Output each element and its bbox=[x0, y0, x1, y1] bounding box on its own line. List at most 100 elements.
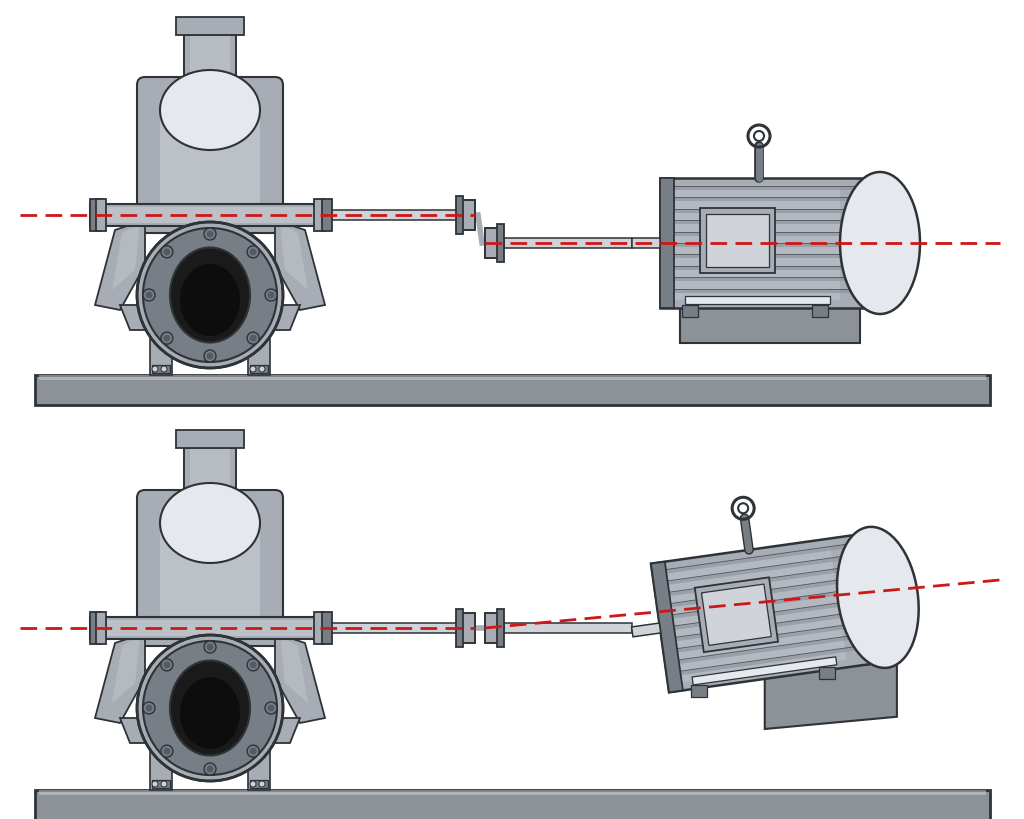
Circle shape bbox=[204, 350, 216, 362]
Polygon shape bbox=[184, 35, 236, 80]
Ellipse shape bbox=[178, 501, 218, 529]
Circle shape bbox=[164, 335, 170, 342]
Circle shape bbox=[143, 228, 278, 362]
Circle shape bbox=[145, 292, 153, 298]
Polygon shape bbox=[660, 546, 846, 683]
Ellipse shape bbox=[180, 677, 240, 749]
Polygon shape bbox=[275, 220, 325, 310]
Bar bbox=[90, 199, 100, 231]
Circle shape bbox=[145, 704, 153, 712]
Ellipse shape bbox=[160, 70, 260, 150]
Bar bbox=[250, 365, 268, 373]
Bar bbox=[250, 780, 268, 788]
Polygon shape bbox=[248, 330, 270, 375]
Circle shape bbox=[137, 635, 283, 781]
Polygon shape bbox=[90, 204, 330, 226]
Polygon shape bbox=[665, 220, 874, 224]
Polygon shape bbox=[112, 223, 140, 290]
Circle shape bbox=[161, 781, 167, 787]
Bar bbox=[90, 612, 100, 644]
Polygon shape bbox=[120, 718, 300, 743]
Circle shape bbox=[161, 658, 173, 671]
Polygon shape bbox=[120, 305, 300, 330]
Polygon shape bbox=[176, 17, 244, 35]
Polygon shape bbox=[651, 562, 683, 692]
FancyBboxPatch shape bbox=[137, 77, 283, 233]
Bar bbox=[152, 780, 170, 788]
Circle shape bbox=[152, 781, 158, 787]
Circle shape bbox=[247, 246, 259, 258]
Circle shape bbox=[247, 745, 259, 757]
Circle shape bbox=[259, 781, 265, 787]
Circle shape bbox=[207, 766, 213, 772]
Polygon shape bbox=[280, 636, 308, 703]
Ellipse shape bbox=[170, 660, 250, 755]
Bar bbox=[96, 612, 106, 644]
Polygon shape bbox=[95, 220, 145, 310]
Circle shape bbox=[204, 763, 216, 775]
Bar bbox=[456, 196, 463, 234]
Bar bbox=[460, 200, 475, 230]
Bar bbox=[682, 305, 698, 317]
Circle shape bbox=[161, 366, 167, 372]
Circle shape bbox=[267, 704, 274, 712]
Polygon shape bbox=[95, 633, 145, 723]
Circle shape bbox=[250, 781, 256, 787]
Circle shape bbox=[161, 333, 173, 344]
Polygon shape bbox=[94, 620, 326, 636]
Polygon shape bbox=[160, 97, 260, 220]
Polygon shape bbox=[190, 448, 230, 493]
Circle shape bbox=[247, 658, 259, 671]
Bar bbox=[39, 790, 986, 795]
Bar bbox=[485, 613, 500, 643]
Circle shape bbox=[250, 748, 257, 754]
Polygon shape bbox=[665, 209, 874, 213]
Circle shape bbox=[265, 289, 278, 301]
Circle shape bbox=[152, 366, 158, 372]
Polygon shape bbox=[160, 510, 260, 633]
Circle shape bbox=[204, 641, 216, 653]
Bar bbox=[152, 365, 170, 373]
Polygon shape bbox=[90, 617, 330, 639]
Polygon shape bbox=[672, 643, 880, 676]
Circle shape bbox=[161, 246, 173, 258]
Bar bbox=[322, 199, 332, 231]
Polygon shape bbox=[504, 238, 632, 248]
Bar bbox=[497, 224, 504, 262]
Bar bbox=[322, 612, 332, 644]
Polygon shape bbox=[665, 288, 874, 292]
Bar bbox=[691, 686, 707, 697]
Circle shape bbox=[143, 702, 155, 714]
Polygon shape bbox=[665, 255, 874, 259]
Polygon shape bbox=[665, 243, 874, 247]
Polygon shape bbox=[150, 743, 172, 790]
Polygon shape bbox=[660, 178, 880, 308]
Circle shape bbox=[164, 748, 170, 754]
Polygon shape bbox=[665, 232, 874, 236]
FancyBboxPatch shape bbox=[137, 490, 283, 646]
Circle shape bbox=[207, 644, 213, 650]
Polygon shape bbox=[330, 623, 458, 633]
Polygon shape bbox=[701, 584, 771, 645]
Ellipse shape bbox=[170, 247, 250, 342]
Polygon shape bbox=[700, 208, 775, 273]
Circle shape bbox=[164, 662, 170, 668]
Bar bbox=[96, 199, 106, 231]
Ellipse shape bbox=[180, 264, 240, 336]
Circle shape bbox=[207, 230, 213, 238]
Ellipse shape bbox=[837, 527, 919, 668]
Polygon shape bbox=[651, 533, 887, 692]
Polygon shape bbox=[692, 657, 837, 685]
Polygon shape bbox=[112, 636, 140, 703]
Polygon shape bbox=[330, 210, 458, 220]
Bar bbox=[39, 375, 986, 380]
Polygon shape bbox=[664, 586, 871, 620]
Bar bbox=[314, 612, 324, 644]
Circle shape bbox=[161, 745, 173, 757]
Polygon shape bbox=[632, 238, 660, 248]
Polygon shape bbox=[280, 223, 308, 290]
Bar bbox=[485, 228, 500, 258]
Polygon shape bbox=[662, 576, 870, 609]
Polygon shape bbox=[660, 564, 868, 597]
Circle shape bbox=[250, 335, 257, 342]
